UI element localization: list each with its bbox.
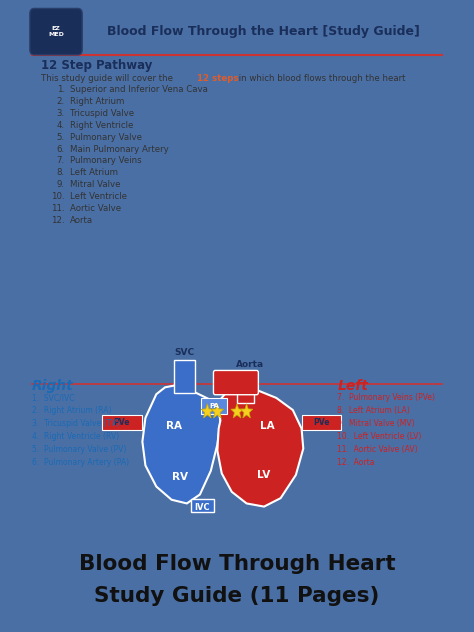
Text: 9.: 9.	[57, 180, 65, 189]
Text: IVC: IVC	[195, 503, 210, 512]
Text: 12.: 12.	[51, 216, 65, 225]
Text: 11.: 11.	[51, 204, 65, 213]
Text: This study guide will cover the: This study guide will cover the	[41, 73, 175, 83]
Text: 12 steps: 12 steps	[197, 73, 238, 83]
FancyBboxPatch shape	[302, 415, 341, 430]
Text: Left Atrium: Left Atrium	[71, 168, 118, 178]
Text: Aortic Valve: Aortic Valve	[71, 204, 121, 213]
Text: LV: LV	[256, 470, 270, 480]
Text: 12.  Aorta: 12. Aorta	[337, 458, 375, 467]
Text: 4.: 4.	[56, 121, 65, 130]
FancyBboxPatch shape	[237, 372, 254, 403]
Text: 8.  Left Atrium (LA): 8. Left Atrium (LA)	[337, 406, 410, 415]
Text: 7.  Pulmonary Veins (PVe): 7. Pulmonary Veins (PVe)	[337, 393, 435, 403]
Text: in which blood flows through the heart: in which blood flows through the heart	[236, 73, 405, 83]
Text: Pulmonary Valve: Pulmonary Valve	[71, 133, 142, 142]
FancyBboxPatch shape	[174, 360, 195, 392]
Text: Tricuspid Valve: Tricuspid Valve	[71, 109, 135, 118]
FancyBboxPatch shape	[213, 370, 258, 395]
Text: 5.: 5.	[56, 133, 65, 142]
Text: Superior and Inferior Vena Cava: Superior and Inferior Vena Cava	[71, 85, 208, 94]
Text: 3.  Tricuspid Valve (TV): 3. Tricuspid Valve (TV)	[32, 419, 119, 428]
Text: RA: RA	[166, 421, 182, 431]
Polygon shape	[201, 404, 214, 418]
Text: LA: LA	[260, 421, 275, 431]
Text: 5.  Pulmonary Valve (PV): 5. Pulmonary Valve (PV)	[32, 445, 127, 454]
Polygon shape	[231, 404, 243, 418]
Text: 1.: 1.	[56, 85, 65, 94]
Polygon shape	[142, 386, 220, 504]
Text: Pulmonary Veins: Pulmonary Veins	[71, 157, 142, 166]
Text: 12 Step Pathway: 12 Step Pathway	[41, 59, 152, 72]
FancyBboxPatch shape	[201, 398, 227, 414]
Text: 3.: 3.	[56, 109, 65, 118]
Text: 6.  Pulmonary Artery (PA): 6. Pulmonary Artery (PA)	[32, 458, 129, 467]
Polygon shape	[211, 404, 224, 418]
Text: RV: RV	[173, 472, 188, 482]
Text: 10.: 10.	[51, 192, 65, 201]
Text: Left Ventricle: Left Ventricle	[71, 192, 128, 201]
FancyBboxPatch shape	[191, 499, 214, 512]
Text: EZ
MED: EZ MED	[48, 26, 64, 37]
Text: Blood Flow Through Heart: Blood Flow Through Heart	[79, 554, 395, 574]
FancyBboxPatch shape	[30, 8, 82, 55]
Text: 10.  Left Ventricle (LV): 10. Left Ventricle (LV)	[337, 432, 422, 441]
Polygon shape	[218, 387, 303, 507]
Text: 8.: 8.	[56, 168, 65, 178]
Text: Mitral Valve: Mitral Valve	[71, 180, 121, 189]
Text: Aorta: Aorta	[71, 216, 93, 225]
Text: PVe: PVe	[313, 418, 330, 427]
Text: 1.  SVC/IVC: 1. SVC/IVC	[32, 393, 74, 403]
Text: 7.: 7.	[56, 157, 65, 166]
Text: 2.: 2.	[56, 97, 65, 106]
Text: 2.  Right Atrium (RA): 2. Right Atrium (RA)	[32, 406, 111, 415]
Text: Right: Right	[32, 379, 74, 393]
Text: PVe: PVe	[114, 418, 130, 427]
Text: Left: Left	[337, 379, 368, 393]
Polygon shape	[240, 404, 253, 418]
Text: 11.  Aortic Valve (AV): 11. Aortic Valve (AV)	[337, 445, 418, 454]
FancyBboxPatch shape	[102, 415, 142, 430]
Text: Right Atrium: Right Atrium	[71, 97, 125, 106]
Text: 9.  Mitral Valve (MV): 9. Mitral Valve (MV)	[337, 419, 415, 428]
Text: Aorta: Aorta	[236, 360, 264, 369]
Text: Study Guide (11 Pages): Study Guide (11 Pages)	[94, 586, 380, 606]
Text: 6.: 6.	[56, 145, 65, 154]
Text: Main Pulmonary Artery: Main Pulmonary Artery	[71, 145, 169, 154]
Text: PA: PA	[209, 403, 219, 409]
Text: Blood Flow Through the Heart [Study Guide]: Blood Flow Through the Heart [Study Guid…	[107, 25, 419, 38]
Text: 4.  Right Ventricle (RV): 4. Right Ventricle (RV)	[32, 432, 119, 441]
Text: SVC: SVC	[174, 348, 194, 356]
Text: Right Ventricle: Right Ventricle	[71, 121, 134, 130]
